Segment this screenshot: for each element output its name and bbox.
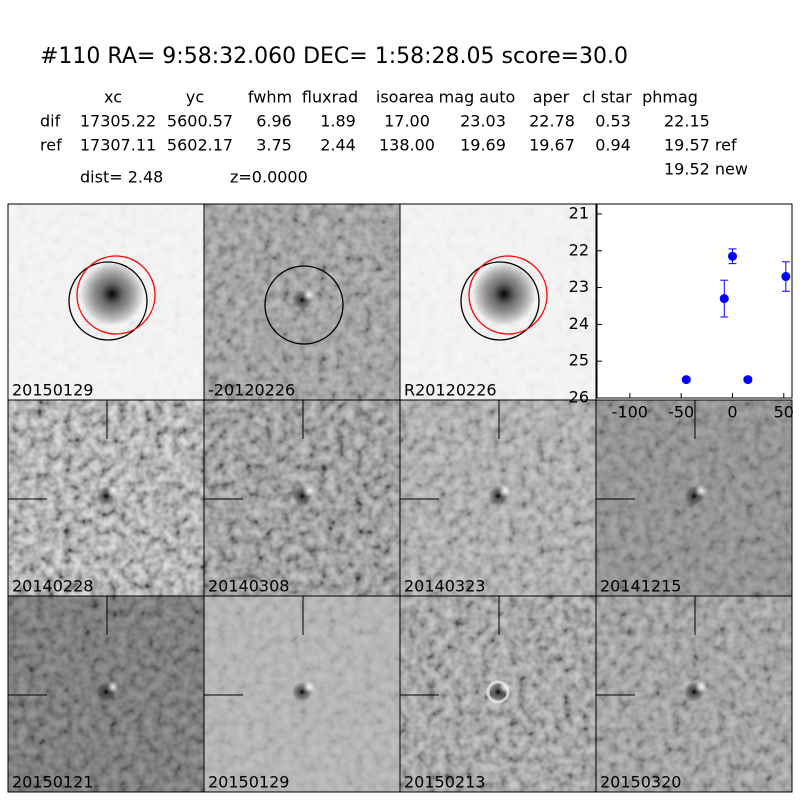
cell: 5602.17 bbox=[167, 136, 233, 155]
point bbox=[781, 272, 791, 282]
y-tick-label: 26 bbox=[569, 388, 589, 407]
z: z=0.0000 bbox=[230, 168, 308, 187]
source bbox=[472, 262, 536, 326]
column-header: fwhm bbox=[248, 88, 292, 107]
panel-label: 20150129 bbox=[208, 773, 289, 792]
x-tick-label: 0 bbox=[727, 403, 737, 422]
panel-label: R20120226 bbox=[404, 381, 497, 400]
cell: 6.96 bbox=[256, 112, 292, 131]
column-header: fluxrad bbox=[302, 88, 358, 107]
point bbox=[681, 375, 691, 385]
image-panel: -20120226 bbox=[203, 203, 401, 401]
source-bright bbox=[107, 681, 119, 693]
x-tick-label: -100 bbox=[612, 403, 648, 422]
x-tick-label: 50 bbox=[774, 403, 794, 422]
panel-label: 20140228 bbox=[12, 577, 93, 596]
cell: 19.57 ref bbox=[664, 136, 737, 155]
cell: 5600.57 bbox=[167, 112, 233, 131]
y-tick-label: 23 bbox=[569, 277, 589, 296]
panel-frame bbox=[595, 595, 793, 793]
aperture bbox=[468, 255, 548, 335]
ring bbox=[486, 680, 510, 704]
y-tick-label: 24 bbox=[569, 314, 589, 333]
image-panel: 20150121 bbox=[7, 595, 205, 793]
row-label: dif bbox=[40, 112, 61, 131]
panel-label: 20150320 bbox=[600, 773, 681, 792]
cell: 1.89 bbox=[320, 112, 356, 131]
column-header: cl star bbox=[582, 88, 632, 107]
dist: dist= 2.48 bbox=[80, 168, 163, 187]
panel-label: 20150121 bbox=[12, 773, 93, 792]
column-header: phmag bbox=[642, 88, 698, 107]
cell: 138.00 bbox=[379, 136, 435, 155]
point bbox=[727, 251, 737, 261]
row-label: ref bbox=[40, 136, 62, 155]
image-panel: R20120226 bbox=[399, 203, 597, 401]
cell: 17305.22 bbox=[80, 112, 156, 131]
source-bright bbox=[303, 485, 315, 497]
cell: 17307.11 bbox=[80, 136, 156, 155]
source-bright bbox=[107, 485, 119, 497]
cell: 19.69 bbox=[460, 136, 506, 155]
cell: 19.67 bbox=[529, 136, 575, 155]
column-header: yc bbox=[186, 88, 204, 107]
cell: 22.78 bbox=[529, 112, 575, 131]
column-header: mag auto bbox=[439, 88, 516, 107]
cell: 23.03 bbox=[460, 112, 506, 131]
cell: 2.44 bbox=[320, 136, 356, 155]
aperture bbox=[76, 255, 156, 335]
cell: 0.53 bbox=[595, 112, 631, 131]
plot-area bbox=[596, 203, 793, 399]
source-bright bbox=[303, 681, 315, 693]
image-panel: 20140228 bbox=[7, 399, 205, 597]
cell: 22.15 bbox=[664, 112, 710, 131]
column-header: isoarea bbox=[376, 88, 434, 107]
point bbox=[743, 375, 753, 385]
source-bright bbox=[695, 485, 707, 497]
source-bright bbox=[499, 485, 511, 497]
aperture bbox=[68, 261, 148, 341]
image-panel: 20140323 bbox=[399, 399, 597, 597]
image-panel: 20150129 bbox=[7, 203, 205, 401]
cell: 17.00 bbox=[384, 112, 430, 131]
point bbox=[719, 294, 729, 304]
aperture bbox=[460, 261, 540, 341]
image-panel: 20141215 bbox=[595, 399, 793, 597]
source-bright bbox=[695, 681, 707, 693]
source-bright bbox=[303, 289, 315, 301]
y-tick-label: 21 bbox=[569, 203, 589, 222]
cell: 3.75 bbox=[256, 136, 292, 155]
aperture bbox=[264, 265, 344, 345]
image-panel: 20150320 bbox=[595, 595, 793, 793]
panel-label: 20141215 bbox=[600, 577, 681, 596]
panel-label: 20140323 bbox=[404, 577, 485, 596]
title: #110 RA= 9:58:32.060 DEC= 1:58:28.05 sco… bbox=[40, 44, 628, 69]
panel-label: -20120226 bbox=[208, 381, 295, 400]
cell: 0.94 bbox=[595, 136, 631, 155]
y-tick-label: 25 bbox=[569, 351, 589, 370]
source bbox=[80, 262, 144, 326]
image-panel: 20150129 bbox=[203, 595, 401, 793]
note: 19.52 new bbox=[664, 160, 748, 179]
panel-label: 20150129 bbox=[12, 381, 93, 400]
panel-label: 20140308 bbox=[208, 577, 289, 596]
image-panel: 20150213 bbox=[399, 595, 597, 793]
column-header: xc bbox=[104, 88, 122, 107]
image-panel: 20140308 bbox=[203, 399, 401, 597]
column-header: aper bbox=[533, 88, 570, 107]
y-tick-label: 22 bbox=[569, 240, 589, 259]
panel-label: 20150213 bbox=[404, 773, 485, 792]
x-tick-label: -50 bbox=[668, 403, 694, 422]
